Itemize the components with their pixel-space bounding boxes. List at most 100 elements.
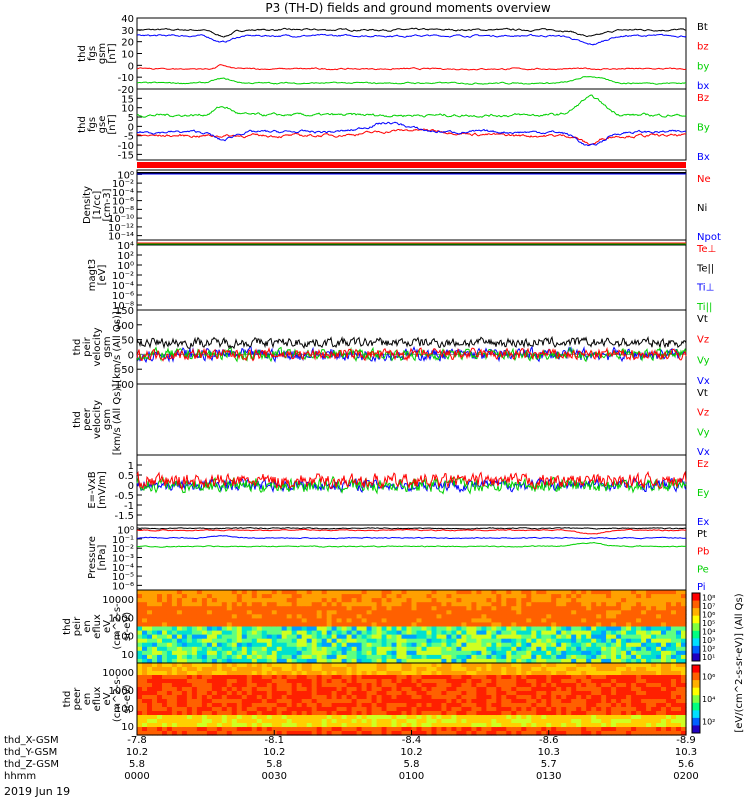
peer-eflux-cell: [611, 723, 617, 728]
peer-eflux-cell: [436, 711, 443, 716]
peer-eflux-cell: [596, 699, 602, 704]
peer-eflux-cell: [606, 723, 612, 728]
peir-eflux-cell: [506, 638, 512, 644]
peir-eflux-cell: [681, 594, 687, 599]
peir-eflux-cell: [611, 594, 617, 599]
peir-eflux-cell: [321, 598, 328, 603]
peer-eflux-cell: [296, 675, 303, 680]
peer-eflux-cell: [506, 679, 512, 684]
peir-eflux-cell: [636, 630, 642, 636]
peir-eflux-cell: [236, 614, 243, 619]
peir-eflux-cell: [321, 642, 328, 648]
peir-eflux-cell: [401, 634, 408, 640]
peir-eflux-cell: [371, 658, 378, 664]
peir-eflux-cell: [621, 626, 627, 632]
peer-eflux-cell: [516, 703, 522, 708]
peer-eflux-ylabel: peer: [72, 687, 83, 711]
peir-eflux-cell: [326, 634, 333, 640]
peir-eflux-cell: [196, 638, 203, 644]
peir-eflux-cell: [651, 594, 657, 599]
peir-eflux-cell: [416, 594, 423, 599]
peir-eflux-cell: [656, 602, 662, 607]
peer-eflux-cell: [231, 683, 238, 688]
peir-eflux-cell: [371, 626, 378, 632]
peir-eflux-cell: [571, 614, 577, 619]
peir-eflux-cell: [446, 630, 452, 636]
peer-eflux-cell: [436, 731, 443, 736]
peer-eflux-cell: [346, 719, 353, 724]
peer-eflux-cell: [152, 679, 158, 684]
peer-eflux-cell: [326, 663, 333, 668]
peir-eflux-cell: [406, 626, 413, 632]
peer-eflux-cell: [176, 691, 183, 696]
peir-eflux-cell: [656, 622, 662, 628]
peer-eflux-cell: [516, 731, 522, 736]
peir-eflux-cell: [176, 642, 183, 648]
peir-eflux-cell: [396, 626, 403, 632]
peir-eflux-cell: [381, 646, 388, 652]
peir-eflux-cell: [361, 598, 368, 603]
peer-eflux-cell: [436, 699, 443, 704]
peir-eflux-cell: [376, 602, 383, 607]
peir-eflux-cell: [561, 594, 567, 599]
peer-eflux-cell: [436, 691, 443, 696]
peer-eflux-ylabel: en: [82, 693, 93, 706]
peir-eflux-cell: [526, 594, 532, 599]
peer-eflux-cell: [466, 703, 472, 708]
peir-eflux-cell: [181, 654, 188, 660]
peer-eflux-cell: [601, 663, 607, 668]
peer-eflux-cell: [231, 679, 238, 684]
peer-eflux-cell: [456, 723, 462, 728]
peer-eflux-cell: [241, 719, 248, 724]
peir-eflux-cell: [201, 654, 208, 660]
peir-eflux-cell: [561, 638, 567, 644]
peir-eflux-cell: [461, 614, 467, 619]
peer-eflux-cell: [236, 675, 243, 680]
peer-eflux-cell: [661, 711, 667, 716]
peir-eflux-cell: [516, 630, 522, 636]
peer-eflux-cell: [491, 663, 497, 668]
fgs-gse-ticklabel: -5: [124, 132, 134, 143]
peer-eflux-cell: [326, 675, 333, 680]
peer-eflux-cell: [591, 667, 597, 672]
peir-eflux-cell: [386, 594, 393, 599]
peir-eflux-cell: [446, 634, 452, 640]
peer-eflux-cell: [461, 691, 467, 696]
peer-eflux-cell: [346, 683, 353, 688]
peir-eflux-cell: [341, 594, 348, 599]
peer-eflux-cell: [321, 699, 328, 704]
peir-eflux-cell: [641, 622, 647, 628]
peer-eflux-cell: [681, 691, 687, 696]
peir-eflux-cell: [186, 650, 193, 656]
peir-eflux-cell: [386, 622, 393, 628]
peir-eflux-cell: [371, 634, 378, 640]
peir-eflux-cell: [301, 658, 308, 664]
peir-eflux-cell: [286, 618, 293, 624]
peir-eflux-cell: [331, 646, 338, 652]
peir-eflux-cell: [371, 614, 378, 619]
peir-eflux-cell: [626, 614, 632, 619]
peir-eflux-cell: [336, 618, 343, 624]
peer-eflux-cell: [671, 691, 677, 696]
peir-eflux-cell: [501, 646, 507, 652]
peir-eflux-cell: [461, 590, 467, 595]
peir-eflux-cell: [641, 650, 647, 656]
peer-eflux-cell: [276, 675, 283, 680]
peir-eflux-cell: [326, 626, 333, 632]
peir-eflux-cell: [596, 606, 602, 611]
peir-eflux-cell: [316, 646, 323, 652]
peir-eflux-cell: [271, 602, 278, 607]
peer-eflux-cell: [286, 719, 293, 724]
peer-eflux-cell: [211, 679, 218, 684]
peer-eflux-cell: [211, 671, 218, 676]
peir-eflux-cell: [471, 634, 477, 640]
peer-eflux-cell: [551, 675, 557, 680]
peir-eflux-cell: [291, 622, 298, 628]
peer-eflux-cell: [606, 711, 612, 716]
peer-eflux-cell: [556, 703, 562, 708]
peir-eflux-cell: [451, 622, 457, 628]
peer-eflux-cell: [191, 691, 198, 696]
peer-eflux-cell: [231, 707, 238, 712]
peer-eflux-cell: [142, 695, 148, 700]
peer-eflux-cell: [526, 711, 532, 716]
